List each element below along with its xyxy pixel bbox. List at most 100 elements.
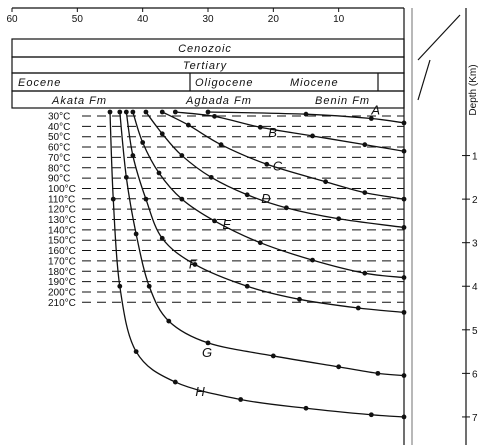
curve-point	[212, 218, 217, 224]
curve-label-c: C	[273, 158, 283, 173]
curve-point	[297, 296, 302, 302]
age-tick-label: 40	[137, 14, 149, 25]
curve-point	[123, 174, 129, 180]
age-tick-label: 10	[333, 14, 345, 25]
curve-point	[159, 109, 165, 115]
age-tick-label: 60	[6, 14, 18, 25]
corner-diagonal-2	[417, 59, 431, 101]
curve-label-g: G	[202, 345, 212, 360]
formation-agbada: Agbada Fm	[185, 95, 252, 107]
curve-point	[117, 283, 123, 289]
burial-curve-b	[175, 111, 405, 152]
isotherm-label: 50°C	[48, 132, 70, 143]
curve-point	[284, 205, 289, 211]
curve-point	[146, 283, 152, 289]
curve-point	[123, 109, 129, 115]
curve-point	[270, 353, 276, 359]
depth-tick-label: 2	[472, 195, 478, 206]
curve-point	[205, 109, 211, 115]
curve-point	[303, 111, 309, 117]
isotherm-label: 150°C	[48, 236, 76, 247]
isotherm-label: 200°C	[48, 287, 76, 298]
curve-label-f: F	[189, 256, 198, 271]
curve-label-d: D	[261, 191, 270, 206]
curve-point	[159, 131, 165, 137]
formation-benin: Benin Fm	[315, 95, 370, 107]
curve-point	[401, 373, 407, 378]
curve-point	[362, 270, 368, 276]
isotherm-label: 110°C	[48, 194, 75, 205]
curve-point	[130, 153, 136, 158]
curve-point	[244, 192, 250, 198]
curve-point	[244, 283, 250, 289]
curve-label-b: B	[268, 125, 277, 140]
curve-point	[336, 364, 342, 370]
curve-point	[166, 318, 172, 324]
curve-point	[362, 190, 368, 195]
curve-point	[133, 349, 139, 354]
era-label: Cenozoic	[178, 43, 232, 55]
curve-point	[143, 109, 149, 115]
stratigraphy-bands: Cenozoic Tertiary Eocene Oligocene Mioce…	[11, 38, 405, 109]
curve-label-a: A	[370, 103, 380, 118]
curve-point	[264, 161, 270, 167]
depth-axis: Depth (Km) 1 2 3 4 5 6 7	[462, 8, 478, 445]
curve-point	[257, 240, 263, 246]
curve-point	[401, 275, 407, 280]
curve-point	[172, 379, 178, 385]
isotherm-label: 40°C	[48, 122, 70, 133]
curve-point	[401, 196, 407, 202]
isotherm-label: 190°C	[48, 277, 76, 288]
curve-point	[401, 148, 407, 154]
curve-point	[205, 340, 211, 346]
curve-point	[133, 231, 139, 237]
isotherm-label: 170°C	[48, 256, 76, 267]
isotherm-label: 80°C	[48, 163, 70, 174]
curve-point	[401, 414, 407, 420]
curve-point	[143, 196, 149, 202]
curve-label-e: E	[223, 217, 232, 232]
curve-point	[179, 153, 185, 158]
epoch-oligocene: Oligocene	[195, 77, 254, 89]
curve-point	[257, 124, 263, 130]
age-tick-label: 30	[202, 14, 214, 25]
depth-tick-label: 6	[472, 369, 478, 380]
curve-point	[401, 309, 407, 315]
curve-point	[336, 216, 342, 222]
isotherm-label: 160°C	[48, 246, 76, 257]
curve-point	[110, 196, 116, 202]
curve-point	[172, 109, 178, 115]
burial-curve-g	[119, 111, 405, 377]
depth-tick-label: 5	[472, 326, 478, 337]
isotherm-label: 210°C	[48, 298, 76, 309]
curve-point	[186, 122, 191, 128]
age-tick-label: 20	[268, 14, 280, 25]
depth-tick-label: 3	[472, 239, 478, 250]
depth-tick-label: 7	[472, 413, 478, 424]
curve-point	[117, 109, 123, 115]
curve-point	[156, 170, 162, 176]
curve-point	[140, 140, 146, 145]
curve-point	[368, 412, 374, 418]
curve-point	[375, 370, 381, 376]
burial-curve-f	[125, 111, 405, 314]
period-label: Tertiary	[183, 60, 228, 72]
curve-point	[323, 179, 328, 185]
isotherm-label: 120°C	[48, 205, 76, 216]
curve-point	[368, 116, 374, 121]
isotherm-label: 30°C	[48, 112, 70, 123]
curve-label-h: H	[195, 384, 205, 399]
burial-curve-c	[161, 111, 405, 200]
isotherm-lines: 30°C40°C50°C60°C70°C80°C90°C100°C110°C12…	[48, 112, 404, 309]
isotherm-label: 180°C	[48, 267, 76, 278]
curve-point	[362, 142, 368, 148]
isotherm-label: 90°C	[48, 174, 70, 185]
isotherm-label: 140°C	[48, 225, 76, 236]
curve-point	[218, 142, 224, 148]
curve-point	[303, 405, 309, 411]
curve-point	[130, 109, 136, 115]
curve-point	[355, 305, 361, 311]
burial-curve-a	[207, 111, 405, 124]
depth-tick-label: 1	[472, 152, 478, 163]
